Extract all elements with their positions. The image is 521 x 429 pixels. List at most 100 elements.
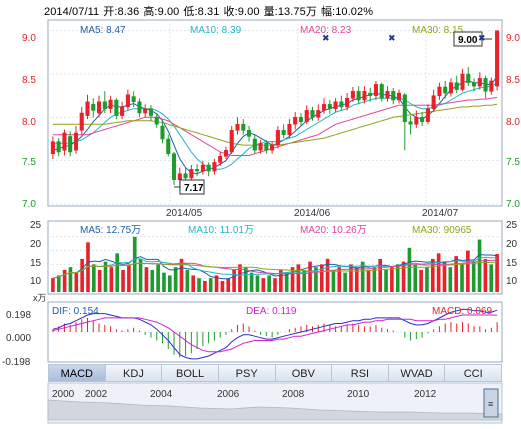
volume-bar [115,253,120,292]
volume-bar [255,275,260,292]
candle-down [195,169,200,172]
tab-rsi[interactable]: RSI [332,364,389,382]
volume-bar [372,267,377,292]
candle-up [414,117,419,125]
volume-bar [179,258,184,292]
candle-down [102,101,107,109]
candle-down [356,91,361,101]
volume-bar [197,278,201,292]
candle-down [148,108,154,116]
volume-bar [144,267,149,292]
candle-down [241,124,246,131]
volume-ytick: 25 [30,220,42,231]
volume-bar [127,264,131,292]
candle-down [68,136,73,153]
candle-up [223,150,229,157]
candle-up [85,101,90,116]
timeline-year: 2008 [282,389,305,400]
candle-down [408,121,413,125]
volume-ytick: 20 [30,239,42,250]
volume-ytick-right: 20 [506,239,518,250]
ma-line-ma10 [52,83,498,170]
timeline-year: 2006 [217,389,240,400]
candle-up [258,143,263,151]
volume-bar [471,261,476,292]
low-marker: 7.17 [174,179,205,195]
volume-bar [167,275,172,292]
drag-handle-icon[interactable]: ≡ [488,399,493,409]
candle-up [373,84,378,96]
candle-up [50,141,55,154]
price-ytick-left: 8.0 [22,117,36,128]
volume-bar [325,258,330,292]
timeline-year: 2012 [414,389,437,400]
quote-volume: 量:13.75万 [263,6,317,18]
volume-bar [232,269,236,292]
price-xtick: 2014/05 [166,208,203,219]
volume-bar [395,264,400,292]
candle-down [137,101,142,114]
volume-ytick-right: 15 [506,258,518,269]
macd-ytick: 0.000 [6,333,31,344]
candle-up [73,132,79,151]
quote-low: 低:8.31 [183,6,220,18]
volume-bar [185,269,190,292]
volume-ytick: 15 [30,258,42,269]
price-ma10-label: MA10: 8.39 [190,25,242,36]
volume-bar [273,278,277,292]
volume-bar [220,280,225,292]
tab-wvad[interactable]: WVAD [388,364,446,382]
candle-up [189,169,194,179]
volume-bar [132,236,137,292]
tab-psy[interactable]: PSY [218,364,276,382]
volume-ma-lines [52,253,498,280]
volume-bar [454,256,458,292]
tab-kdj[interactable]: KDJ [105,364,163,382]
volume-bar [109,267,114,292]
volume-bar [156,264,160,292]
volume-bar [337,267,342,292]
ma-line-ma30 [52,103,498,146]
candle-down [310,110,315,118]
volume-bar [243,267,248,292]
candle-down [160,125,165,140]
volume-bar [92,264,96,292]
volume-bar [466,250,470,292]
tab-macd[interactable]: MACD [48,364,106,382]
volume-bar [419,269,423,292]
candle-down [339,101,344,108]
volume-ytick-right: 25 [506,220,518,231]
tab-cci[interactable]: CCI [445,364,502,382]
volume-bar [319,264,324,292]
macd-ytick: -0.198 [2,357,31,368]
quote-open: 开:8.36 [103,6,140,18]
candle-up [437,86,442,96]
volume-bar [208,278,213,292]
macd-lines [52,308,498,360]
volume-bar [51,278,55,292]
volume-bar [302,269,307,292]
volume-bar [460,264,464,292]
candle-up [477,78,482,87]
candle-down [420,117,425,122]
candle-up [397,92,402,101]
macd-dea-label: DEA: 0.119 [246,306,297,317]
macd-value-label: MACD: 0.069 [432,306,492,317]
volume-ma20-label: MA20: 10.26万 [300,225,367,236]
candle-up [333,101,338,109]
candle-up [495,30,500,87]
volume-bar [360,261,365,292]
timeline-range-handle[interactable] [483,388,499,418]
candle-up [200,164,205,172]
price-candles [50,30,500,190]
price-ytick-right: 9.0 [506,33,520,44]
price-ytick-left: 7.5 [22,157,36,168]
tab-obv[interactable]: OBV [275,364,333,382]
candle-up [448,82,453,94]
tab-boll[interactable]: BOLL [162,364,219,382]
candle-up [235,124,240,131]
volume-ma5-label: MA5: 12.75万 [80,225,141,236]
candle-down [252,138,257,151]
